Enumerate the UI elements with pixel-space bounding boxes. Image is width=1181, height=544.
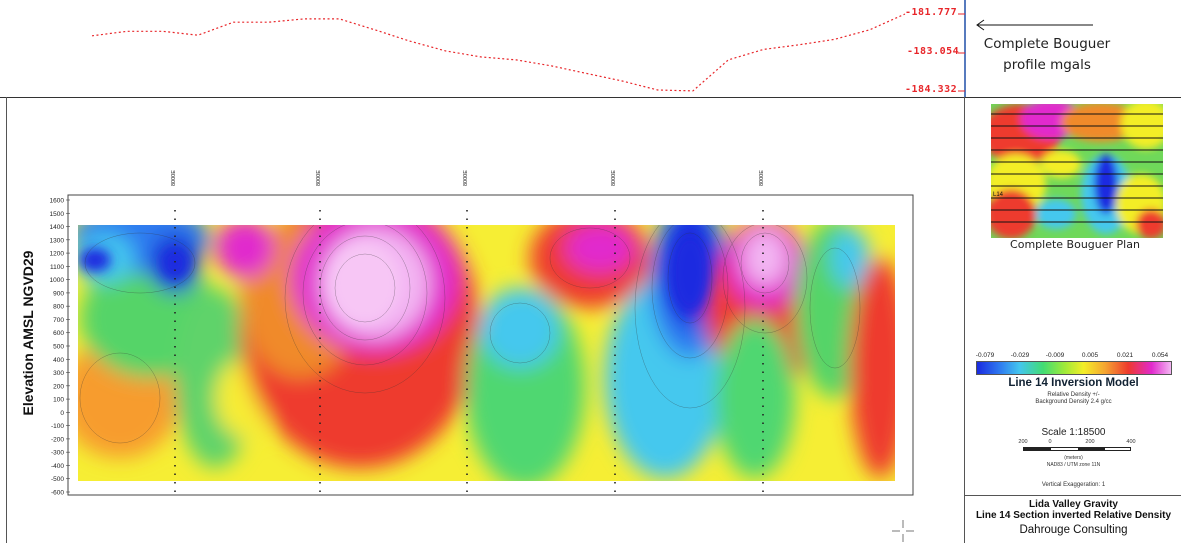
station-label: 8000E: [611, 170, 617, 186]
vertical-exaggeration: Vertical Exaggeration: 1: [1041, 482, 1106, 488]
y-tick-label: 1200: [50, 251, 65, 258]
station-label: 8000E: [316, 170, 322, 186]
profile-tick-label: -184.332: [905, 84, 958, 95]
profile-caption-line: profile mgals: [1003, 57, 1091, 73]
colorbar-tick-label: 0.054: [1151, 352, 1169, 359]
y-tick-label: 200: [53, 383, 64, 390]
legend-title: Line 14 Inversion Model: [1008, 377, 1139, 389]
title-block-company: Dahrouge Consulting: [1019, 524, 1128, 536]
colorbar-tick-label: 0.005: [1081, 352, 1099, 359]
y-tick-label: 0: [60, 410, 64, 417]
y-tick-label: -400: [51, 463, 64, 470]
scalebar-tick-label: 0: [1048, 439, 1052, 445]
scalebar-projection: NAD83 / UTM zone 11N: [1046, 462, 1101, 468]
density-heatmap: [78, 225, 895, 481]
crosshair-icon: [892, 520, 914, 542]
colorbar-tick-label: -0.029: [1010, 352, 1030, 359]
y-tick-label: 300: [53, 370, 64, 377]
frame-divider: [964, 97, 965, 543]
legend-subtitle: Background Density 2.4 g/cc: [1035, 399, 1112, 405]
y-tick-label: -200: [51, 436, 64, 443]
scalebar-unit: (meters): [1064, 455, 1083, 461]
y-tick-label: -300: [51, 450, 64, 457]
scalebar-tick-label: 400: [1126, 439, 1136, 445]
station-markers: 8000E 8000E 8000E 8000E 8000E: [171, 170, 765, 496]
profile-caption-line: Complete Bouguer: [983, 36, 1111, 52]
bouguer-profile-chart: [91, 0, 1093, 98]
station-label: 8000E: [171, 170, 177, 186]
arrow-icon: [976, 19, 1093, 31]
y-tick-label: 1500: [50, 211, 65, 218]
y-axis: 1600150014001300120011001000900800700600…: [50, 198, 70, 497]
y-tick-label: 800: [53, 304, 64, 311]
colorbar: [976, 361, 1172, 375]
colorbar-tick-label: -0.079: [975, 352, 995, 359]
colorbar-tick-label: -0.009: [1045, 352, 1065, 359]
y-tick-label: 500: [53, 344, 64, 351]
colorbar-tick-label: 0.021: [1116, 352, 1134, 359]
station-label: 8000E: [463, 170, 469, 186]
y-tick-label: 400: [53, 357, 64, 364]
title-block-line: Lida Valley Gravity: [1029, 499, 1118, 510]
y-tick-label: 1400: [50, 224, 65, 231]
profile-caption: Complete Bouguer profile mgals: [972, 34, 1122, 76]
y-tick-label: -100: [51, 423, 64, 430]
y-tick-label: 1300: [50, 237, 65, 244]
frame-border: [0, 97, 1181, 98]
y-tick-label: 900: [53, 290, 64, 297]
scale-bar: [1023, 447, 1131, 451]
title-block-divider: [964, 495, 1181, 496]
scalebar-tick-label: 200: [1018, 439, 1028, 445]
profile-tick-label: -183.054: [907, 46, 960, 57]
y-tick-label: -600: [51, 490, 64, 497]
y-tick-label: -500: [51, 476, 64, 483]
title-block-line: Line 14 Section inverted Relative Densit…: [975, 510, 1172, 521]
y-tick-label: 100: [53, 397, 64, 404]
bouguer-profile-line: [91, 13, 906, 92]
scale-label: Scale 1:18500: [1041, 427, 1106, 438]
profile-tick-label: -181.777: [905, 7, 958, 18]
y-tick-label: 1100: [50, 264, 64, 271]
frame-border: [6, 97, 7, 543]
y-tick-label: 1600: [50, 198, 65, 205]
y-tick-label: 700: [53, 317, 64, 324]
legend-subtitle: Relative Density +/-: [1047, 392, 1100, 398]
bouguer-plan-map: L14: [991, 104, 1163, 238]
station-label: 8000E: [759, 170, 765, 186]
y-tick-label: 1000: [50, 277, 65, 284]
y-axis-label: Elevation AMSL NGVD29: [20, 250, 36, 416]
plan-line-label: L14: [993, 192, 1004, 198]
scalebar-tick-label: 200: [1085, 439, 1095, 445]
density-section-plot: 1600150014001300120011001000900800700600…: [50, 170, 914, 497]
plan-caption: Complete Bouguer Plan: [1010, 238, 1140, 251]
y-tick-label: 600: [53, 330, 64, 337]
